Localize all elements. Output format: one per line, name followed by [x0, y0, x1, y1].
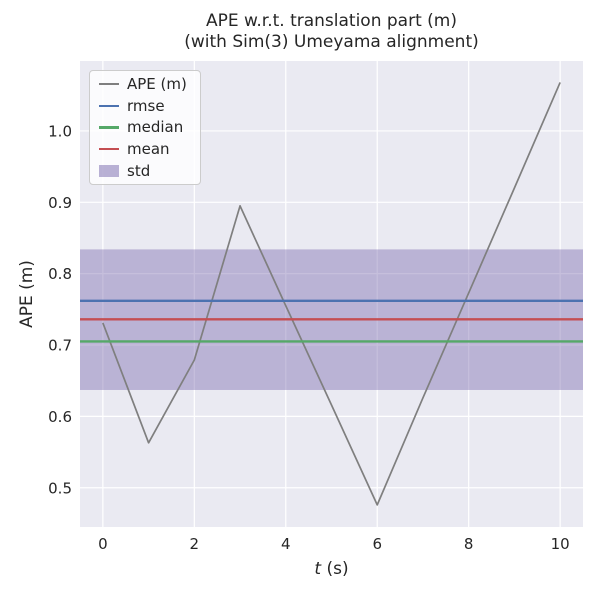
legend-label-std: std — [127, 162, 151, 181]
y-tick-label-1: 0.6 — [48, 408, 72, 426]
legend-patch-swatch-std — [99, 165, 119, 178]
chart-title: APE w.r.t. translation part (m) (with Si… — [80, 11, 583, 53]
legend-item-rmse: rmse — [99, 95, 200, 117]
y-tick-label-0: 0.5 — [48, 479, 72, 497]
y-tick-label-2: 0.7 — [48, 337, 72, 355]
legend-line-swatch-mean — [99, 148, 119, 151]
legend-label-rmse: rmse — [127, 96, 165, 115]
legend-item-std: std — [99, 160, 200, 182]
legend-item-ape: APE (m) — [99, 73, 200, 95]
legend-line-swatch-ape — [99, 82, 119, 86]
legend-line-swatch-rmse — [99, 104, 119, 107]
x-tick-label-4: 8 — [464, 535, 474, 553]
y-tick-label-3: 0.8 — [48, 265, 72, 283]
x-tick-label-5: 10 — [551, 535, 570, 553]
x-axis-label-variable: t — [314, 559, 322, 579]
x-axis-label-unit: (s) — [321, 559, 349, 579]
legend-label-mean: mean — [127, 140, 170, 159]
x-tick-label-3: 6 — [372, 535, 382, 553]
legend-line-swatch-median — [99, 126, 119, 129]
y-tick-label-5: 1.0 — [48, 122, 72, 140]
chart-title-line2: (with Sim(3) Umeyama alignment) — [184, 32, 479, 52]
x-axis-label: t (s) — [80, 559, 583, 579]
legend: APE (m) rmse median mean std — [89, 70, 201, 185]
legend-item-median: median — [99, 117, 200, 139]
y-axis-label: APE (m) — [17, 260, 37, 328]
legend-item-mean: mean — [99, 138, 200, 160]
legend-label-median: median — [127, 118, 184, 137]
ape-line — [102, 82, 561, 506]
x-tick-label-1: 2 — [190, 535, 200, 553]
legend-label-ape: APE (m) — [127, 74, 187, 93]
x-tick-label-0: 0 — [98, 535, 108, 553]
chart-title-line1: APE w.r.t. translation part (m) — [206, 11, 457, 31]
x-tick-label-2: 4 — [281, 535, 291, 553]
y-tick-label-4: 0.9 — [48, 194, 72, 212]
